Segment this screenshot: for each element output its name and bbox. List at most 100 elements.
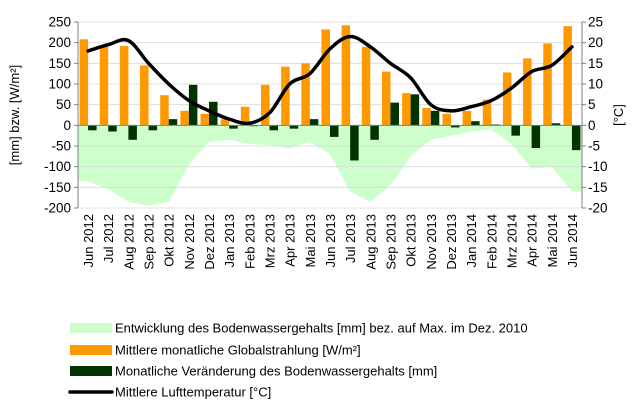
soil-water-change-bar — [350, 125, 359, 161]
x-tick-label: Apr 2013 — [283, 214, 298, 267]
radiation-bar — [180, 110, 189, 126]
radiation-bar — [79, 39, 89, 126]
radiation-bar — [402, 93, 411, 126]
x-tick-label: Jun 2012 — [81, 214, 96, 268]
soil-water-change-bar — [430, 110, 440, 126]
y-left-tick-label: 0 — [63, 118, 71, 133]
soil-water-change-bar — [551, 123, 561, 126]
bar-series-group — [79, 25, 581, 161]
x-tick-label: Mai 2013 — [303, 214, 318, 267]
legend: Entwicklung des Bodenwassergehalts [mm] … — [68, 321, 528, 400]
radiation-bar — [563, 26, 572, 126]
radiation-bar — [200, 113, 210, 126]
x-tick-label: Nov 2013 — [424, 214, 439, 270]
x-tick-label: Jun 2013 — [323, 214, 338, 268]
x-tick-label: Sep 2012 — [142, 214, 157, 270]
radiation-bar — [422, 107, 431, 126]
soil-water-change-bar — [269, 125, 279, 131]
soil-water-change-bar — [390, 102, 399, 126]
radiation-bar — [119, 45, 129, 126]
y-left-tick-label: -50 — [51, 139, 71, 154]
legend-swatch-soil-water-change — [70, 366, 112, 376]
x-tick-label: Jan 2014 — [464, 214, 479, 268]
x-tick-label: Mrz 2014 — [504, 214, 519, 268]
soil-water-area — [78, 125, 582, 206]
y-left-tick-label: 200 — [48, 35, 71, 50]
y-left-tick-label: 250 — [48, 15, 71, 30]
x-tick-label: Mai 2014 — [545, 214, 560, 267]
y-right-tick-label: -15 — [588, 180, 608, 195]
soil-water-change-bar — [148, 125, 158, 131]
x-tick-label: Jul 2012 — [101, 214, 116, 263]
x-tick-label: Dez 2013 — [444, 214, 459, 270]
radiation-bar — [140, 65, 149, 126]
radiation-bar — [341, 25, 351, 126]
x-tick-label: Okt 2012 — [162, 214, 177, 267]
y-left-tick-label: 50 — [56, 97, 71, 112]
x-tick-label: Sep 2013 — [383, 214, 398, 270]
y-left-tick-label: -100 — [44, 159, 71, 174]
radiation-bar — [482, 99, 492, 126]
y-left-tick-label: 100 — [48, 77, 71, 92]
radiation-bar — [361, 46, 371, 126]
soil-water-area-series — [78, 125, 582, 206]
y-right-tick-label: -10 — [588, 159, 608, 174]
y-right-tick-label: 0 — [588, 118, 596, 133]
legend-label: Mittlere Lufttemperatur [°C] — [115, 385, 271, 400]
soil-water-change-bar — [330, 125, 339, 137]
x-tick-label: Feb 2013 — [242, 214, 257, 269]
x-tick-label: Nov 2012 — [182, 214, 197, 270]
y-right-tick-label: 15 — [588, 56, 603, 71]
radiation-bar — [160, 95, 169, 126]
soil-water-change-bar — [370, 125, 379, 140]
soil-water-change-bar — [88, 125, 97, 131]
soil-water-change-bar — [229, 125, 238, 129]
x-tick-label: Aug 2013 — [363, 214, 378, 270]
y-axis-right-label: [°C] — [611, 104, 626, 126]
y-right-tick-label: 20 — [588, 35, 603, 50]
soil-water-change-bar — [410, 94, 420, 126]
soil-water-change-bar — [511, 125, 520, 136]
soil-water-change-bar — [309, 119, 319, 126]
soil-water-change-bar — [571, 125, 581, 151]
radiation-bar — [462, 110, 472, 126]
radiation-bar — [99, 46, 109, 126]
x-tick-label: Dez 2012 — [202, 214, 217, 270]
y-left-tick-label: -200 — [44, 201, 71, 216]
soil-water-change-bar — [128, 125, 137, 140]
legend-swatch-soil-water — [70, 323, 112, 333]
x-tick-label: Mrz 2013 — [263, 214, 278, 268]
y-right-tick-label: 5 — [588, 97, 596, 112]
radiation-bar — [220, 119, 230, 126]
axes: 250200150100500-50-100-150-2002520151050… — [44, 15, 608, 270]
soil-water-change-bar — [471, 121, 480, 126]
y-right-tick-label: 25 — [588, 15, 603, 30]
radiation-bar — [281, 66, 290, 126]
radiation-bar — [381, 71, 391, 126]
y-right-tick-label: -20 — [588, 201, 608, 216]
x-tick-label: Jan 2013 — [222, 214, 237, 268]
radiation-bar — [543, 43, 552, 126]
legend-label: Entwicklung des Bodenwassergehalts [mm] … — [115, 321, 528, 336]
soil-water-change-bar — [168, 119, 178, 126]
y-right-tick-label: 10 — [588, 77, 603, 92]
radiation-bar — [301, 63, 310, 126]
x-tick-label: Okt 2013 — [404, 214, 419, 267]
x-tick-label: Apr 2014 — [525, 214, 540, 267]
y-left-tick-label: -150 — [44, 180, 71, 195]
temperature-line-series — [86, 34, 574, 126]
x-tick-label: Feb 2014 — [484, 214, 499, 269]
y-left-tick-label: 150 — [48, 56, 71, 71]
radiation-bar — [523, 58, 532, 126]
y-right-tick-label: -5 — [588, 139, 600, 154]
legend-label: Mittlere monatliche Globalstrahlung [W/m… — [115, 343, 361, 358]
radiation-bar — [502, 72, 512, 126]
radiation-bar — [240, 106, 250, 126]
x-tick-label: Jun 2014 — [565, 214, 580, 268]
soil-water-change-bar — [531, 125, 541, 149]
radiation-bar — [261, 84, 270, 126]
soil-water-change-bar — [289, 125, 299, 129]
legend-swatch-radiation — [70, 345, 112, 355]
